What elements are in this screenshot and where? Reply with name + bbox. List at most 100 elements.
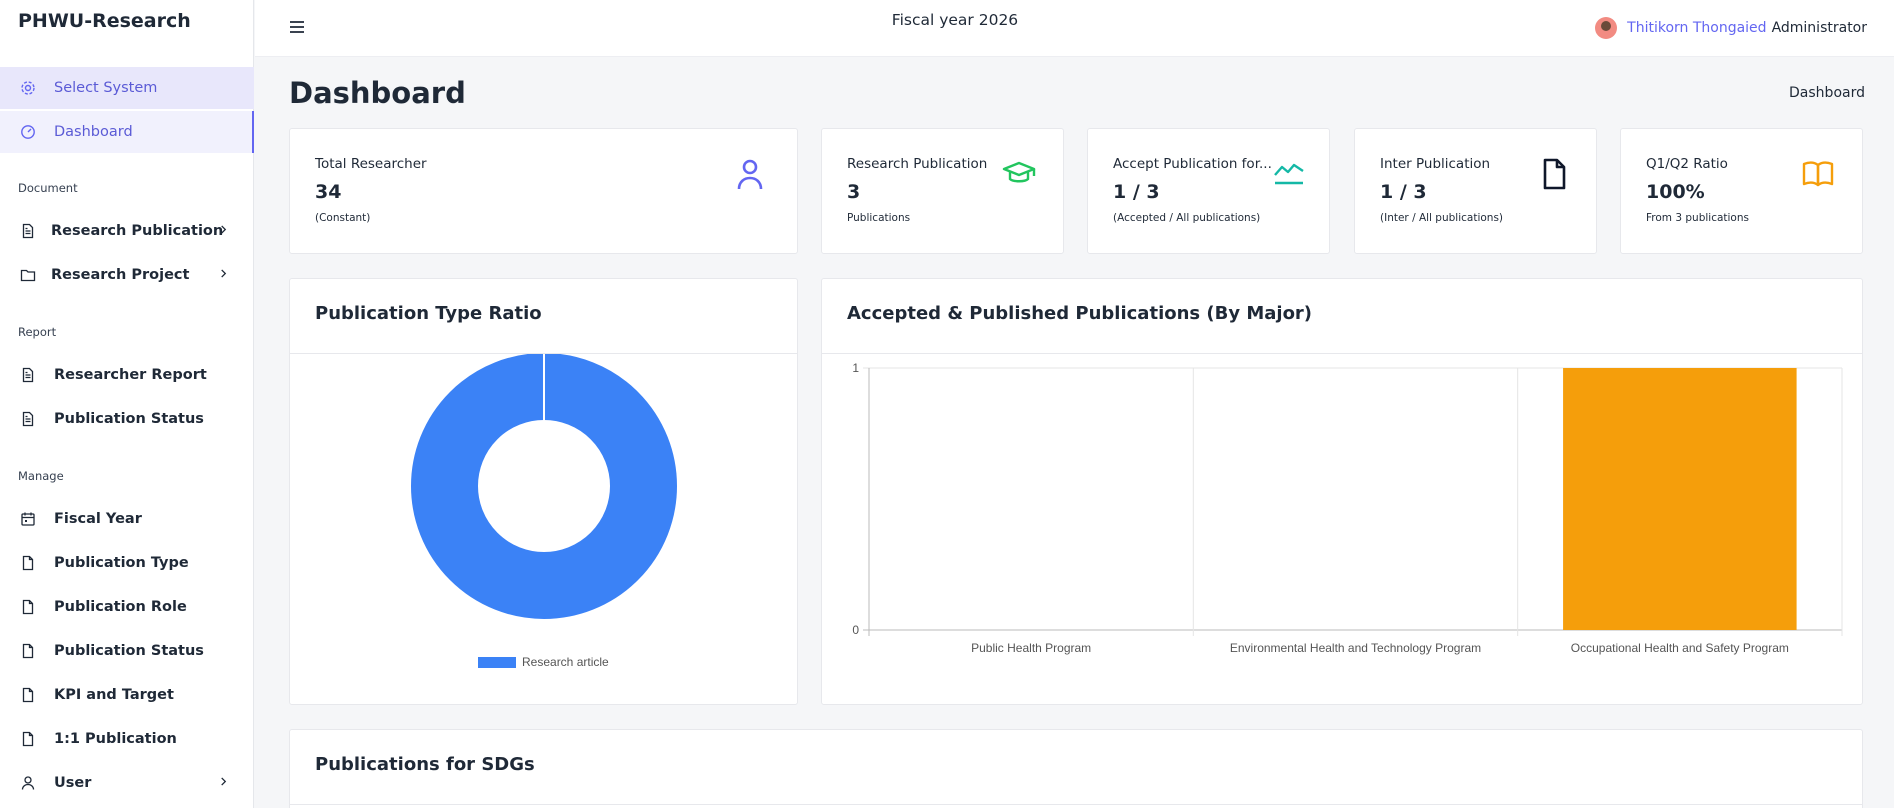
chevron-right-icon	[221, 269, 227, 278]
stat-title: Q1/Q2 Ratio	[1646, 156, 1728, 172]
sidebar-item-label: Fiscal Year	[54, 511, 142, 527]
sidebar-item-label: Select System	[54, 80, 158, 96]
section-label-manage: Manage	[18, 469, 64, 483]
panel-header: Accepted & Published Publications (By Ma…	[822, 279, 1862, 354]
sidebar-item-research-project[interactable]: Research Project	[0, 254, 254, 296]
stat-value: 34	[315, 181, 342, 203]
trend-line-icon	[1274, 163, 1304, 185]
panel-title: Publications for SDGs	[315, 754, 535, 775]
panel-header: Publications for SDGs	[290, 730, 1862, 805]
sidebar-item-kpi-and-target[interactable]: KPI and Target	[0, 674, 254, 716]
sidebar-item-select-system[interactable]: Select System	[0, 67, 254, 109]
breadcrumb[interactable]: Dashboard	[1789, 85, 1865, 101]
sidebar-item-label: Publication Status	[54, 643, 204, 659]
stat-card-accept-publication: Accept Publication for... 1 / 3 (Accepte…	[1087, 128, 1330, 254]
graduation-cap-icon	[1002, 161, 1036, 183]
stat-subtitle: Publications	[847, 212, 911, 224]
panel-title: Publication Type Ratio	[315, 303, 542, 324]
stat-title: Accept Publication for...	[1113, 156, 1272, 172]
chevron-right-icon	[221, 777, 227, 786]
sidebar-item-dashboard[interactable]: Dashboard	[0, 111, 254, 153]
section-label-report: Report	[18, 325, 57, 339]
bar[interactable]	[1563, 368, 1797, 630]
stat-card-total-researcher: Total Researcher 34 (Constant)	[289, 128, 798, 254]
sidebar-item-user[interactable]: User	[0, 762, 254, 804]
chevron-right-icon	[221, 225, 227, 234]
stat-subtitle: (Constant)	[315, 212, 371, 224]
file-text-icon	[22, 411, 34, 427]
sidebar-item-label: Publication Type	[54, 555, 189, 571]
section-label-document: Document	[18, 181, 78, 195]
hamburger-menu-icon[interactable]	[289, 20, 305, 34]
sidebar-item-label: KPI and Target	[54, 687, 174, 703]
user-name[interactable]: Thitikorn Thongaied	[1627, 20, 1767, 36]
sidebar-item-label: Dashboard	[54, 124, 133, 140]
legend-label: Research article	[522, 655, 609, 669]
y-tick-label: 1	[852, 361, 859, 375]
y-tick-label: 0	[852, 623, 859, 637]
sidebar-item-label: Researcher Report	[54, 367, 207, 383]
x-tick-label: Occupational Health and Safety Program	[1571, 641, 1789, 655]
stat-card-q1q2-ratio: Q1/Q2 Ratio 100% From 3 publications	[1620, 128, 1863, 254]
sidebar-item-researcher-report[interactable]: Researcher Report	[0, 354, 254, 396]
sidebar-item-publication-status[interactable]: Publication Status	[0, 630, 254, 672]
sidebar-item-label: Publication Role	[54, 599, 187, 615]
sidebar-item-label: User	[54, 775, 92, 791]
file-icon	[22, 643, 34, 659]
book-open-icon	[1802, 161, 1834, 187]
stat-value: 3	[847, 181, 861, 203]
panel-title: Accepted & Published Publications (By Ma…	[847, 303, 1313, 324]
topbar: Fiscal year 2026 Thitikorn Thongaied Adm…	[255, 0, 1894, 57]
panel-header: Publication Type Ratio	[290, 279, 797, 354]
user-icon	[737, 159, 763, 190]
stat-value: 100%	[1646, 181, 1705, 203]
brand-logo[interactable]: PHWU-Research	[18, 10, 191, 32]
sidebar-item-label: Publication Status	[54, 411, 204, 427]
stat-value: 1 / 3	[1380, 181, 1427, 203]
file-text-icon	[22, 223, 34, 239]
chart-legend[interactable]: Research article	[478, 655, 609, 669]
stat-title: Total Researcher	[315, 156, 427, 172]
stat-subtitle: (Inter / All publications)	[1380, 212, 1504, 224]
stat-card-research-publication: Research Publication 3 Publications	[821, 128, 1064, 254]
avatar	[1595, 17, 1618, 39]
stat-title: Research Publication	[847, 156, 988, 172]
stat-subtitle: (Accepted / All publications)	[1113, 212, 1261, 224]
calendar-icon	[21, 512, 35, 526]
gauge-icon	[21, 125, 35, 139]
sidebar-item-label: 1:1 Publication	[54, 731, 177, 747]
x-tick-label: Environmental Health and Technology Prog…	[1230, 641, 1481, 655]
user-menu[interactable]: Thitikorn Thongaied Administrator	[1595, 17, 1867, 39]
user-role: Administrator	[1771, 20, 1867, 36]
sidebar-item-publication-role[interactable]: Publication Role	[0, 586, 254, 628]
sidebar-item-publication-type[interactable]: Publication Type	[0, 542, 254, 584]
page-title: Dashboard	[289, 76, 466, 110]
bar-chart: 1 0 Public Health Program Environmental Hea…	[852, 361, 1843, 655]
stat-subtitle: From 3 publications	[1646, 212, 1749, 224]
sidebar-item-label: Research Project	[51, 267, 190, 283]
file-icon	[22, 687, 34, 703]
panel-publications-for-sdgs: Publications for SDGs	[289, 729, 1863, 808]
sidebar: PHWU-Research Select System Dashboard Do…	[0, 0, 254, 808]
file-icon	[22, 555, 34, 571]
file-text-icon	[22, 367, 34, 383]
donut-chart	[411, 354, 677, 619]
stat-card-inter-publication: Inter Publication 1 / 3 (Inter / All pub…	[1354, 128, 1597, 254]
user-icon	[21, 776, 35, 790]
sidebar-item-label: Research Publication	[51, 223, 224, 239]
file-icon	[22, 731, 34, 747]
legend-swatch	[478, 656, 516, 668]
stat-value: 1 / 3	[1113, 181, 1160, 203]
stat-title: Inter Publication	[1380, 156, 1491, 172]
sidebar-item-fiscal-year[interactable]: Fiscal Year	[0, 498, 254, 540]
sidebar-item-research-publication[interactable]: Research Publication	[0, 210, 254, 252]
sidebar-item-publication-status-report[interactable]: Publication Status	[0, 398, 254, 440]
panel-publication-type-ratio: Publication Type Ratio Research article	[289, 278, 798, 705]
document-icon	[1543, 158, 1566, 190]
sidebar-item-one-to-one-publication[interactable]: 1:1 Publication	[0, 718, 254, 760]
fiscal-year-label: Fiscal year 2026	[891, 11, 1019, 29]
gear-icon	[21, 81, 35, 95]
x-tick-label: Public Health Program	[971, 641, 1091, 655]
folder-icon	[20, 269, 36, 282]
file-icon	[22, 599, 34, 615]
